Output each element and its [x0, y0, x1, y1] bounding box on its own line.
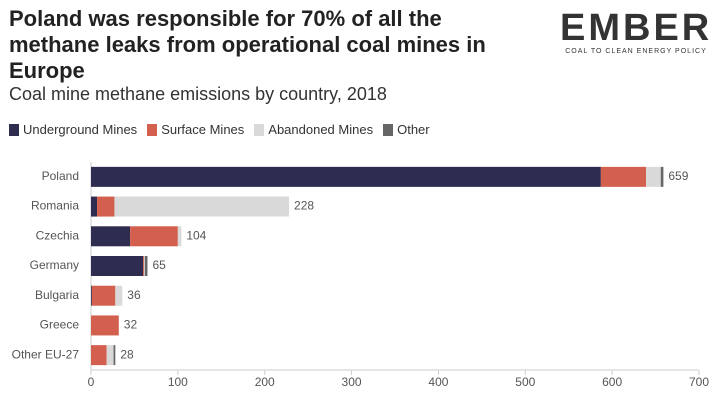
bar-segment	[143, 256, 144, 276]
x-tick-label: 300	[342, 375, 362, 389]
bar-segment	[91, 285, 92, 306]
total-label: 659	[668, 169, 688, 183]
legend-item: Surface Mines	[147, 122, 244, 137]
x-tick-label: 100	[168, 375, 188, 389]
bar-segment	[114, 196, 290, 217]
x-tick-label: 200	[255, 375, 275, 389]
bar-segment	[91, 166, 601, 187]
bar-segment	[144, 256, 148, 276]
bar-segment	[97, 196, 115, 217]
legend-label: Underground Mines	[23, 122, 138, 137]
bar-segment	[91, 345, 107, 366]
total-label: 32	[124, 318, 138, 332]
y-tick-label: Greece	[40, 318, 80, 332]
total-label: 36	[127, 288, 141, 302]
legend-swatch	[147, 123, 158, 136]
legend-item: Underground Mines	[9, 122, 137, 137]
y-tick-label: Other EU-27	[12, 347, 80, 361]
bar-segment	[91, 256, 144, 276]
logo: EMBER COAL TO CLEAN ENERGY POLICY	[560, 8, 712, 55]
bar-segment	[600, 166, 647, 187]
chart-subtitle: Coal mine methane emissions by country, …	[9, 84, 387, 104]
legend-label: Other	[397, 122, 430, 137]
bar-segment	[130, 226, 178, 247]
bar-segment	[660, 166, 664, 187]
bar-segment	[91, 285, 116, 306]
legend-item: Abandoned Mines	[254, 122, 373, 137]
total-label: 228	[294, 199, 314, 213]
bar-segment	[91, 315, 119, 336]
x-tick-label: 400	[428, 375, 448, 389]
bar-segment	[115, 285, 123, 306]
y-tick-label: Czechia	[36, 228, 80, 242]
legend-swatch	[9, 123, 19, 136]
bar-segment	[91, 226, 131, 247]
logo-name: EMBER	[560, 7, 713, 49]
legend-label: Abandoned Mines	[268, 122, 374, 137]
y-tick-label: Poland	[42, 169, 79, 183]
bar-segment	[646, 166, 661, 187]
legend-swatch	[383, 123, 394, 136]
legend-label: Surface Mines	[161, 122, 245, 137]
chart-title: Poland was responsible for 70% of all th…	[9, 6, 486, 83]
x-tick-label: 500	[515, 375, 535, 389]
total-label: 104	[186, 228, 206, 242]
logo-tagline: COAL TO CLEAN ENERGY POLICY	[565, 48, 707, 55]
bar-segment	[177, 226, 182, 247]
total-label: 28	[120, 347, 134, 361]
y-tick-label: Germany	[30, 258, 79, 272]
x-tick-label: 600	[602, 375, 622, 389]
bar-segment	[143, 256, 145, 276]
bar-segment	[106, 345, 114, 366]
y-tick-label: Bulgaria	[35, 288, 79, 302]
bar-segment	[113, 345, 116, 366]
x-tick-label: 700	[689, 375, 709, 389]
legend-item: Other	[383, 122, 430, 137]
legend: Underground Mines Surface Mines Abandoned …	[9, 122, 430, 137]
y-tick-label: Romania	[31, 199, 79, 213]
x-tick-label: 0	[88, 375, 95, 389]
total-label: 65	[152, 258, 166, 272]
legend-swatch	[254, 123, 265, 136]
bar-segment	[91, 196, 98, 217]
